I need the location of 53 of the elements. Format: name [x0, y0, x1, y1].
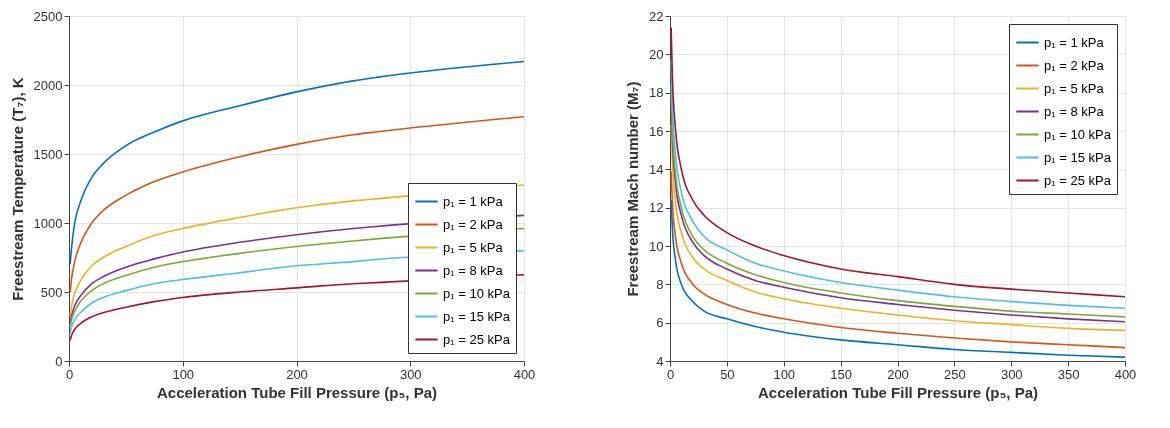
line-series	[670, 124, 1125, 332]
line-series	[670, 26, 1125, 298]
legend-label: p₁ = 1 kPa	[443, 193, 504, 209]
y-tick-label: 22	[649, 8, 664, 24]
x-axis-title: Acceleration Tube Fill Pressure (p₅, Pa)	[156, 383, 438, 401]
x-tick-label: 300	[399, 366, 422, 382]
x-tick-label: 350	[1057, 366, 1080, 382]
legend-label: p₁ = 15 kPa	[443, 308, 511, 324]
x-tick-label: 200	[286, 366, 308, 382]
x-tick-label: 200	[887, 366, 909, 382]
line-series	[670, 199, 1125, 358]
x-tick-label: 100	[773, 366, 796, 382]
y-tick-label: 500	[40, 284, 63, 300]
line-series	[670, 170, 1125, 349]
legend-label: p₁ = 10 kPa	[1044, 126, 1112, 142]
y-axis-title: Freestream Mach number (M₇)	[624, 81, 642, 297]
y-tick-label: 12	[649, 200, 664, 216]
x-tick-label: 150	[830, 366, 852, 382]
y-tick-label: 6	[656, 315, 664, 331]
x-tick-label: 0	[65, 366, 74, 382]
y-tick-label: 20	[649, 46, 664, 62]
legend-label: p₁ = 8 kPa	[1044, 103, 1105, 119]
x-tick-label: 300	[1000, 366, 1023, 382]
y-tick-label: 8	[656, 276, 664, 292]
legend-label: p₁ = 2 kPa	[443, 216, 504, 232]
legend-label: p₁ = 5 kPa	[1044, 80, 1105, 96]
x-axis-title: Acceleration Tube Fill Pressure (p₅, Pa)	[757, 383, 1039, 401]
legend-label: p₁ = 10 kPa	[443, 285, 511, 301]
x-tick-label: 100	[172, 366, 195, 382]
y-tick-label: 2000	[33, 77, 63, 93]
legend-label: p₁ = 2 kPa	[1044, 57, 1105, 73]
y-tick-label: 4	[656, 353, 664, 369]
y-axis-title: Freestream Temperature (T₇), K	[8, 77, 26, 301]
y-tick-label: 1000	[33, 215, 63, 231]
legend-label: p₁ = 15 kPa	[1044, 149, 1112, 165]
legend-label: p₁ = 25 kPa	[1044, 172, 1112, 188]
y-tick-label: 14	[649, 161, 664, 177]
x-tick-label: 250	[944, 366, 966, 382]
y-tick-label: 16	[649, 123, 664, 139]
line-series	[69, 60, 524, 266]
x-tick-label: 400	[1114, 366, 1137, 382]
y-tick-label: 18	[649, 85, 664, 101]
legend-label: p₁ = 25 kPa	[443, 331, 511, 347]
legend-label: p₁ = 5 kPa	[443, 239, 504, 255]
x-tick-label: 50	[720, 366, 735, 382]
y-tick-label: 1500	[33, 146, 63, 162]
x-tick-label: 400	[513, 366, 536, 382]
y-tick-label: 0	[55, 353, 63, 369]
legend-label: p₁ = 8 kPa	[443, 262, 504, 278]
x-tick-label: 0	[666, 366, 675, 382]
y-tick-label: 2500	[33, 8, 63, 24]
legend-label: p₁ = 1 kPa	[1044, 34, 1105, 50]
y-tick-label: 10	[649, 238, 664, 254]
